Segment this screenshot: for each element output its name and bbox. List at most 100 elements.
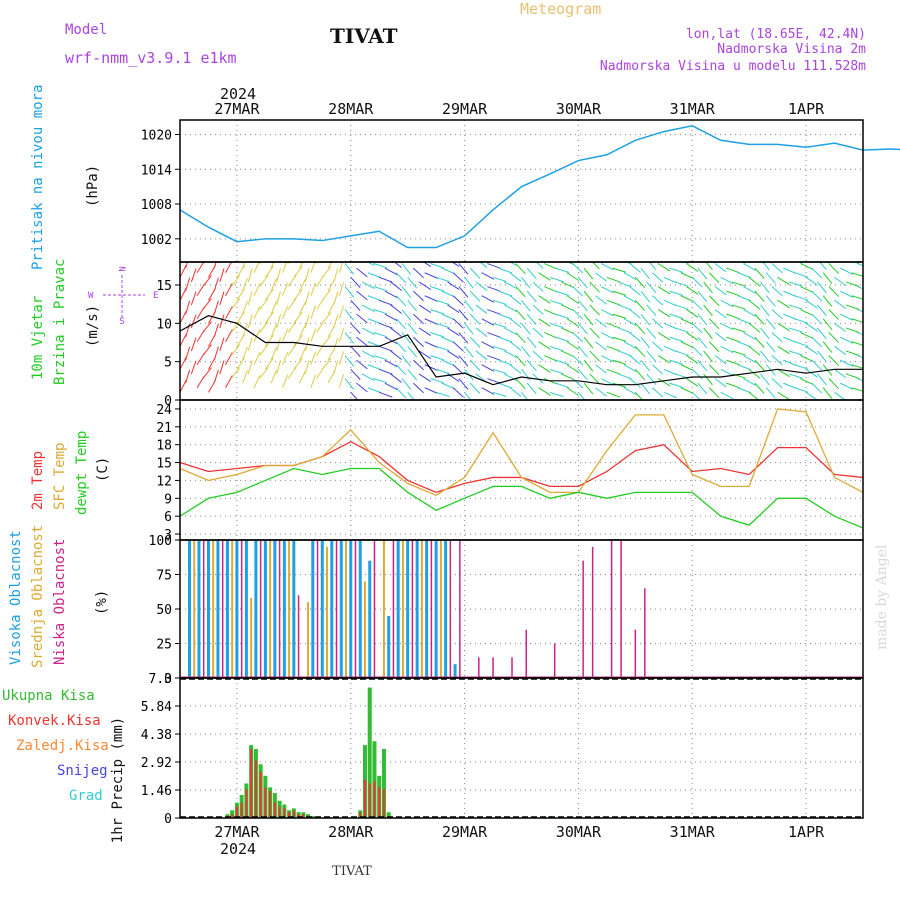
wind-barb	[703, 373, 713, 386]
wind-barb	[390, 281, 402, 291]
wind-compass: N W E S	[88, 266, 158, 327]
pressure-unit: (hPa)	[85, 165, 101, 207]
wind-barb	[334, 246, 338, 259]
wind-barb	[612, 359, 627, 365]
wind-barb	[504, 304, 517, 313]
wind-barb	[754, 382, 765, 394]
wind-barb	[561, 304, 575, 312]
wind-barb	[669, 336, 683, 342]
wind-barb	[185, 300, 191, 315]
wind-barb	[333, 360, 339, 375]
wind-barb	[259, 367, 269, 379]
wind-barb	[811, 336, 823, 348]
wind-barb	[840, 313, 853, 321]
wind-barb	[720, 368, 734, 377]
wind-barb	[726, 313, 740, 320]
precip-bar	[225, 814, 230, 818]
wind-barb	[549, 299, 564, 306]
cloud-bar	[297, 595, 300, 678]
wind-barb	[834, 368, 847, 379]
wind-barb	[213, 300, 219, 315]
wind-barb	[219, 337, 225, 352]
cloud-ylabel-3: Niska Oblacnost	[52, 539, 68, 665]
wind-barb	[561, 281, 575, 289]
wind-barb	[418, 350, 432, 360]
wind-barb	[737, 272, 752, 279]
y-tick-label: 21	[156, 421, 172, 436]
wind-barb	[259, 275, 269, 287]
wind-barb	[857, 332, 863, 336]
wind-barb	[805, 345, 818, 355]
wind-barb	[561, 350, 575, 358]
wind-barb	[538, 272, 551, 281]
wind-barb	[794, 272, 809, 278]
y-tick-label: 2.92	[141, 756, 172, 771]
y-tick-label: 3	[164, 528, 172, 543]
precip-bar	[264, 787, 267, 818]
wind-barb	[612, 290, 627, 296]
wind-barb	[321, 358, 332, 370]
wind-barb	[526, 382, 537, 395]
wind-barb	[498, 267, 513, 274]
wind-barb	[253, 328, 261, 342]
wind-barb	[771, 378, 783, 389]
cloud-bar	[187, 540, 191, 678]
wind-barb	[686, 309, 699, 318]
precip-bar	[368, 783, 371, 818]
cloud-bar	[478, 657, 480, 678]
cloud-bar	[345, 540, 348, 678]
wind-barb	[834, 299, 847, 310]
wind-barb	[247, 314, 253, 329]
wind-barb	[526, 267, 537, 280]
y-tick-label: 1008	[141, 198, 172, 213]
wind-barb	[606, 345, 621, 352]
wind-barb	[526, 290, 537, 303]
wind-barb	[379, 322, 393, 329]
wind-barb	[247, 268, 253, 283]
wind-barb	[422, 262, 432, 268]
wind-barb	[686, 332, 699, 341]
wind-barb	[822, 387, 833, 399]
y-tick-label: 5	[164, 356, 172, 371]
wind-barb	[669, 359, 683, 365]
wind-barb	[578, 277, 588, 289]
wind-barb	[606, 276, 621, 283]
wind-barb	[338, 374, 345, 388]
wind-barb	[777, 322, 790, 332]
wind-barb	[469, 290, 481, 302]
wind-barb	[464, 277, 474, 289]
wind-barb	[277, 245, 281, 258]
wind-barb	[561, 373, 575, 381]
cloud-bar	[193, 540, 196, 678]
cloud-bar	[373, 540, 376, 678]
wind-barb	[765, 272, 776, 284]
wind-barb	[384, 359, 398, 368]
wind-barb	[663, 391, 677, 399]
wind-barb	[680, 387, 694, 395]
precip-legend: Ukupna Kisa Konvek.Kisa Zaledj.Kisa Snij…	[2, 688, 109, 804]
wind-barb	[762, 262, 770, 271]
wind-barb	[566, 341, 579, 350]
wind-barb	[270, 301, 278, 315]
precip-bar	[254, 760, 257, 818]
wind-barb	[515, 332, 526, 344]
wind-barb	[521, 323, 531, 335]
cloud-bar	[553, 643, 556, 678]
wind-barb	[504, 327, 517, 336]
wind-barb	[310, 282, 317, 296]
wind-barb	[538, 318, 551, 327]
wind-barb	[686, 286, 699, 295]
wind-barb	[708, 364, 720, 376]
wind-barb	[589, 304, 600, 316]
wind-barb	[458, 355, 469, 367]
wind-barb	[401, 355, 412, 367]
wind-barb	[452, 318, 464, 329]
wind-barb	[242, 323, 248, 338]
wind-barb	[487, 378, 501, 384]
cloud-bar	[197, 540, 201, 678]
wind-barb	[281, 328, 289, 342]
wind-barb	[395, 272, 407, 284]
wind-barb	[430, 355, 444, 361]
cloud-bar	[449, 540, 452, 678]
wind-barb	[287, 320, 297, 333]
